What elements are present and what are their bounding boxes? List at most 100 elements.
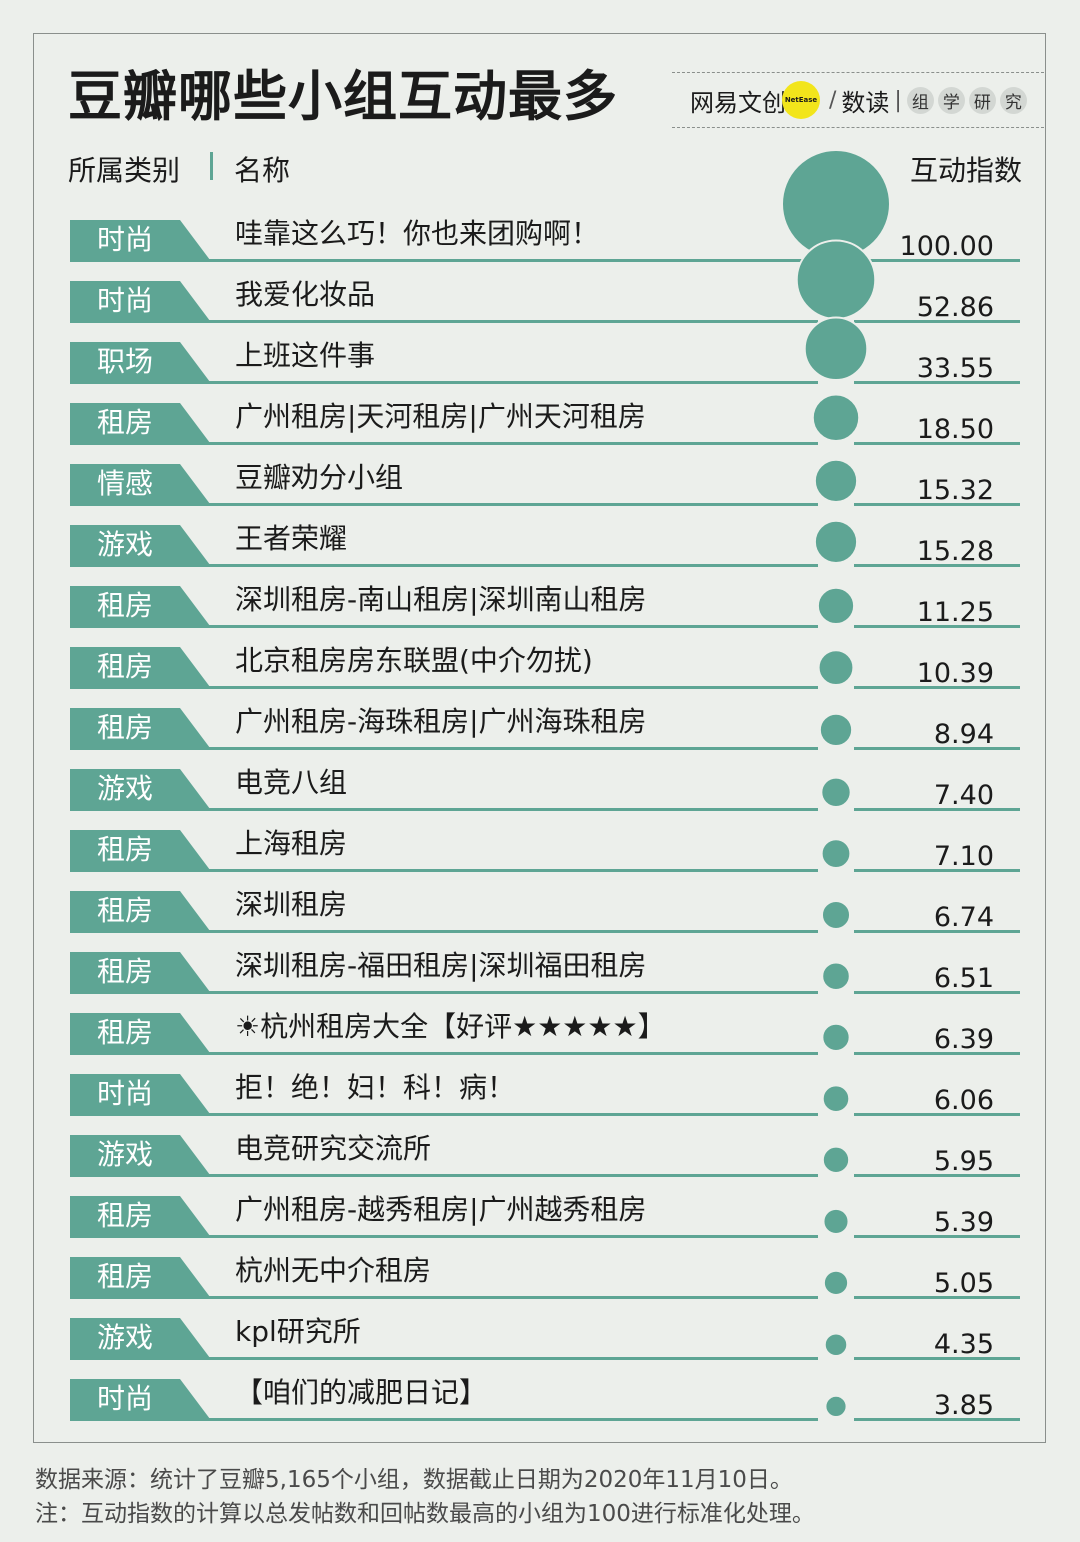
- row-underline: [70, 564, 1020, 567]
- group-name: 广州租房|天河租房|广州天河租房: [235, 400, 646, 433]
- index-value: 100.00: [899, 231, 994, 262]
- row-underline: [70, 442, 1020, 445]
- group-name: 电竞八组: [235, 766, 348, 799]
- table-row: 租房 深圳租房 6.74: [70, 883, 1020, 935]
- row-underline: [70, 320, 1020, 323]
- category-tag: 租房: [70, 891, 210, 931]
- category-tag: 游戏: [70, 1318, 210, 1358]
- category-tag: 时尚: [70, 220, 210, 260]
- brand-chars: 组 学 研 究: [906, 86, 1027, 114]
- underline-gap: [818, 1354, 854, 1362]
- header-divider: [210, 152, 213, 180]
- category-tag: 游戏: [70, 525, 210, 565]
- table-row: 时尚 哇靠这么巧！你也来团购啊！ 100.00: [70, 212, 1020, 264]
- underline-gap: [818, 744, 854, 752]
- underline-gap: [818, 561, 854, 569]
- brand-char: 究: [999, 86, 1027, 114]
- category-tag: 租房: [70, 647, 210, 687]
- brand-slash: /: [829, 87, 837, 113]
- row-underline: [70, 1174, 1020, 1177]
- index-value: 3.85: [933, 1390, 994, 1421]
- group-name: 豆瓣劝分小组: [235, 461, 404, 494]
- table-row: 时尚 【咱们的减肥日记】 3.85: [70, 1371, 1020, 1423]
- index-value: 15.32: [916, 475, 994, 506]
- header-category: 所属类别: [68, 154, 181, 187]
- underline-gap: [818, 1110, 854, 1118]
- index-value: 8.94: [933, 719, 994, 750]
- group-name: 杭州无中介租房: [235, 1254, 432, 1287]
- underline-gap: [818, 866, 854, 874]
- underline-gap: [818, 622, 854, 630]
- row-underline: [70, 869, 1020, 872]
- group-name: 哇靠这么巧！你也来团购啊！: [235, 217, 600, 250]
- category-tag: 租房: [70, 586, 210, 626]
- chart-frame: [33, 33, 1046, 1443]
- brand-badge: NetEase: [782, 81, 820, 119]
- underline-gap: [818, 317, 854, 325]
- index-value: 11.25: [916, 597, 994, 628]
- index-value: 5.05: [933, 1268, 994, 1299]
- row-underline: [70, 747, 1020, 750]
- group-name: 深圳租房-南山租房|深圳南山租房: [235, 583, 647, 616]
- brand-bar: |: [894, 87, 902, 113]
- index-value: 6.06: [933, 1085, 994, 1116]
- chart-title: 豆瓣哪些小组互动最多: [68, 65, 618, 128]
- category-tag: 时尚: [70, 1379, 210, 1419]
- index-value: 5.39: [933, 1207, 994, 1238]
- brand-logo: 网易文创 NetEase / 数读 | 组 学 研 究: [672, 72, 1044, 128]
- group-name: kpl研究所: [235, 1315, 361, 1348]
- category-tag: 时尚: [70, 1074, 210, 1114]
- index-value: 4.35: [933, 1329, 994, 1360]
- table-row: 租房 上海租房 7.10: [70, 822, 1020, 874]
- row-underline: [70, 625, 1020, 628]
- category-tag: 租房: [70, 1257, 210, 1297]
- table-row: 租房 广州租房-越秀租房|广州越秀租房 5.39: [70, 1188, 1020, 1240]
- underline-gap: [818, 1171, 854, 1179]
- row-underline: [70, 1418, 1020, 1421]
- category-tag: 时尚: [70, 281, 210, 321]
- row-underline: [70, 686, 1020, 689]
- group-name: 电竞研究交流所: [235, 1132, 432, 1165]
- table-row: 时尚 拒！绝！妇！科！病！ 6.06: [70, 1066, 1020, 1118]
- group-name: 上班这件事: [235, 339, 376, 372]
- underline-gap: [818, 1293, 854, 1301]
- method-note: 注：互动指数的计算以总发帖数和回帖数最高的小组为100进行标准化处理。: [35, 1501, 815, 1527]
- table-row: 游戏 王者荣耀 15.28: [70, 517, 1020, 569]
- table-row: 租房 ☀杭州租房大全【好评★★★★★】 6.39: [70, 1005, 1020, 1057]
- table-row: 租房 深圳租房-福田租房|深圳福田租房 6.51: [70, 944, 1020, 996]
- index-value: 6.74: [933, 902, 994, 933]
- group-name: 深圳租房-福田租房|深圳福田租房: [235, 949, 647, 982]
- category-tag: 租房: [70, 830, 210, 870]
- row-underline: [70, 503, 1020, 506]
- group-name: 【咱们的减肥日记】: [235, 1376, 488, 1409]
- category-tag: 租房: [70, 708, 210, 748]
- underline-gap: [818, 1049, 854, 1057]
- table-row: 租房 杭州无中介租房 5.05: [70, 1249, 1020, 1301]
- table-row: 时尚 我爱化妆品 52.86: [70, 273, 1020, 325]
- underline-gap: [818, 1415, 854, 1423]
- category-tag: 职场: [70, 342, 210, 382]
- brand-sub: 数读: [841, 88, 890, 117]
- index-value: 10.39: [916, 658, 994, 689]
- underline-gap: [818, 683, 854, 691]
- index-value: 6.39: [933, 1024, 994, 1055]
- table-row: 情感 豆瓣劝分小组 15.32: [70, 456, 1020, 508]
- underline-gap: [818, 500, 854, 508]
- group-name: ☀杭州租房大全【好评★★★★★】: [235, 1010, 666, 1043]
- group-name: 王者荣耀: [235, 522, 348, 555]
- index-value: 7.10: [933, 841, 994, 872]
- brand-name: 网易文创: [690, 88, 786, 117]
- group-name: 深圳租房: [235, 888, 348, 921]
- brand-char: 组: [906, 86, 934, 114]
- table-row: 职场 上班这件事 33.55: [70, 334, 1020, 386]
- header-name: 名称: [234, 154, 291, 187]
- index-value: 33.55: [916, 353, 994, 384]
- header-index: 互动指数: [909, 154, 1022, 187]
- category-tag: 租房: [70, 1196, 210, 1236]
- underline-gap: [818, 1232, 854, 1240]
- category-tag: 租房: [70, 1013, 210, 1053]
- row-underline: [70, 1357, 1020, 1360]
- index-value: 5.95: [933, 1146, 994, 1177]
- row-underline: [70, 808, 1020, 811]
- underline-gap: [818, 256, 854, 264]
